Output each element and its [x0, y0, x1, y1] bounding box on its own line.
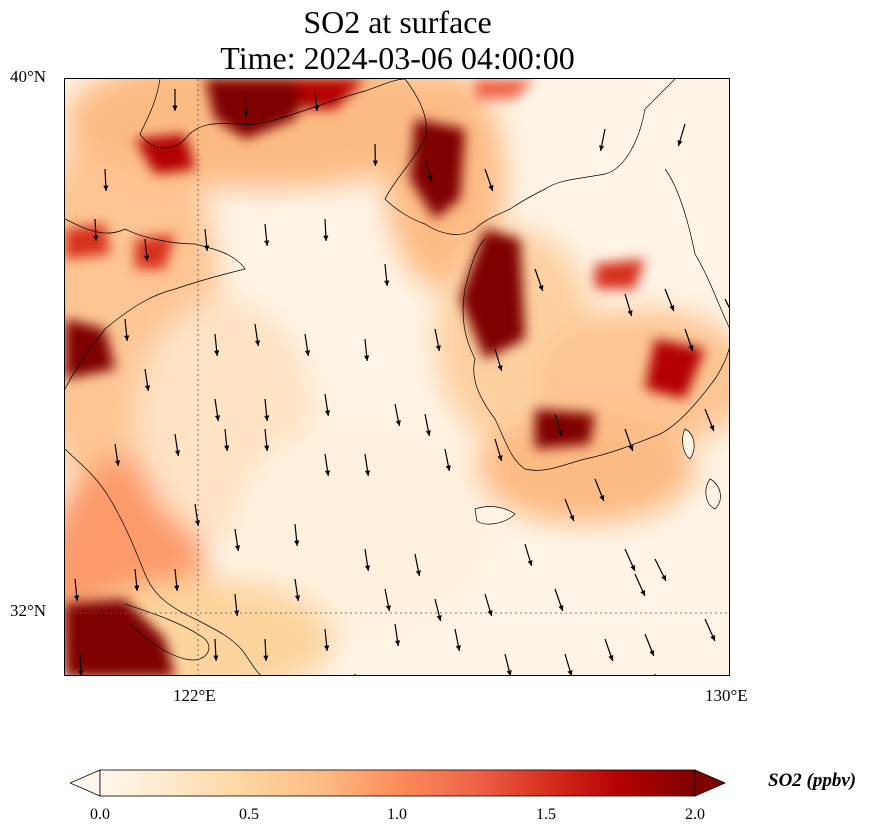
- wind-arrow-head: [567, 670, 573, 675]
- wind-arrow-head: [599, 145, 605, 151]
- so2-map: [65, 79, 729, 675]
- wind-arrow-head: [558, 605, 564, 611]
- wind-arrow-head: [599, 495, 605, 501]
- wind-arrow-head: [214, 415, 221, 421]
- wind-arrow-head: [640, 590, 646, 596]
- wind-arrow-head: [649, 650, 655, 656]
- wind-arrow-head: [455, 645, 461, 651]
- wind-arrow-head: [204, 245, 210, 251]
- wind-arrow-head: [384, 280, 390, 286]
- wind-vectors: [74, 88, 729, 675]
- wind-arrow-head: [427, 175, 433, 181]
- wind-arrow-head: [114, 460, 121, 466]
- wind-arrow-head: [425, 430, 431, 436]
- wind-arrow-head: [254, 340, 261, 346]
- wind-arrow-head: [172, 105, 178, 111]
- colorbar-tick-4: 2.0: [685, 806, 705, 823]
- map-gridlines: [65, 79, 729, 675]
- colorbar-tick-3: 1.5: [536, 806, 556, 823]
- wind-arrow-head: [710, 635, 716, 641]
- wind-arrow-head: [124, 335, 130, 341]
- wind-arrow-head: [324, 470, 331, 476]
- colorbar-extend-max: [694, 769, 727, 797]
- wind-arrow-head: [435, 345, 441, 351]
- map-plot-area: [64, 78, 730, 676]
- colorbar-bar: [99, 769, 696, 797]
- wind-arrow-head: [234, 545, 241, 551]
- wind-arrow-head: [78, 670, 84, 675]
- lat-label-40n: 40°N: [10, 67, 47, 86]
- wind-arrow-head: [436, 615, 442, 621]
- wind-arrow-head: [264, 445, 270, 451]
- coastlines: [65, 79, 729, 675]
- wind-arrow-head: [323, 235, 329, 241]
- wind-arrow-head: [144, 255, 150, 261]
- wind-arrow-head: [394, 640, 401, 646]
- wind-arrow-head: [677, 140, 683, 146]
- wind-arrow-head: [144, 385, 151, 391]
- lat-label-32n: 32°N: [10, 601, 47, 620]
- wind-arrow-head: [103, 185, 109, 191]
- map-title: SO2 at surface: [303, 4, 492, 40]
- wind-arrow-head: [304, 350, 311, 356]
- wind-arrow-head: [688, 345, 694, 351]
- wind-arrow-head: [497, 455, 503, 461]
- wind-arrow-head: [93, 235, 99, 241]
- wind-arrow-head: [294, 595, 301, 601]
- wind-arrow-head: [324, 410, 331, 416]
- wind-arrow-head: [669, 305, 675, 311]
- wind-arrow-head: [263, 655, 269, 661]
- wind-arrow-head: [488, 185, 494, 191]
- colorbar-tick-0: 0.0: [90, 806, 110, 823]
- wind-arrow-head: [385, 605, 391, 611]
- wind-arrow-head: [213, 655, 219, 661]
- wind-arrow-head: [415, 570, 421, 576]
- wind-arrow-head: [174, 450, 181, 456]
- wind-arrow-head: [445, 465, 451, 471]
- lon-label-130e: 130°E: [705, 686, 748, 705]
- wind-arrow-head: [214, 350, 220, 356]
- wind-arrow-head: [74, 595, 80, 601]
- wind-arrow-head: [234, 610, 240, 616]
- map-subtitle-time: Time: 2024-03-06 04:00:00: [220, 40, 575, 76]
- wind-arrow-head: [527, 560, 533, 566]
- wind-arrow-shaft: [724, 298, 729, 309]
- wind-arrow-head: [194, 520, 201, 526]
- wind-arrow-head: [364, 355, 370, 361]
- wind-arrow-head: [134, 585, 140, 591]
- wind-arrow-head: [661, 575, 666, 581]
- wind-arrow-head: [506, 670, 512, 675]
- wind-arrow-head: [364, 565, 371, 571]
- colorbar-extend-min: [70, 769, 101, 797]
- wind-arrow-head: [224, 445, 230, 451]
- colorbar: [70, 769, 727, 797]
- colorbar-label: SO2 (ppbv): [768, 770, 857, 791]
- wind-arrow-head: [538, 285, 544, 291]
- wind-arrow-head: [569, 515, 575, 521]
- wind-arrow-head: [630, 565, 636, 571]
- wind-arrow-head: [243, 110, 249, 116]
- wind-arrow-head: [557, 430, 563, 436]
- wind-arrow-head: [709, 425, 715, 431]
- wind-arrow-head: [372, 160, 378, 166]
- wind-arrow-head: [324, 645, 330, 651]
- wind-arrow-head: [608, 655, 614, 661]
- colorbar-tick-2: 1.0: [387, 806, 407, 823]
- wind-arrow-head: [627, 310, 633, 316]
- wind-arrow-head: [395, 420, 401, 426]
- wind-arrow-head: [264, 415, 270, 421]
- lon-label-122e: 122°E: [173, 686, 216, 705]
- wind-arrow-head: [487, 610, 493, 616]
- wind-arrow-head: [264, 240, 270, 246]
- wind-arrow-head: [364, 470, 371, 476]
- wind-arrow-head: [497, 365, 503, 371]
- wind-arrow-head: [628, 445, 634, 451]
- wind-arrow-head: [294, 540, 300, 546]
- colorbar-tick-1: 0.5: [239, 806, 259, 823]
- wind-arrow-head: [174, 585, 180, 591]
- wind-arrow-head: [314, 105, 320, 111]
